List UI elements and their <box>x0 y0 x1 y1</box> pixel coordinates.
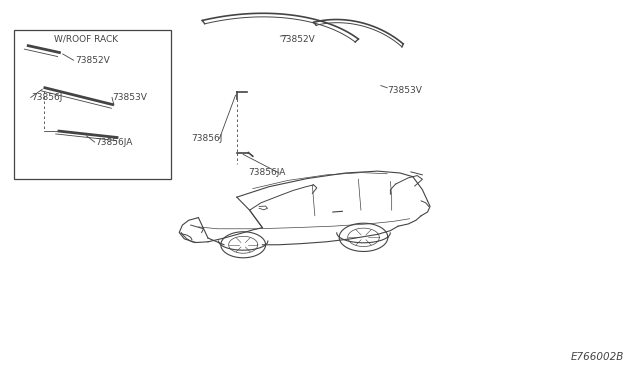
Text: 73856J: 73856J <box>191 134 222 143</box>
Text: 73856JA: 73856JA <box>248 169 285 177</box>
Text: 73856J: 73856J <box>31 93 62 102</box>
Text: 73852V: 73852V <box>76 56 110 65</box>
Bar <box>14 30 171 179</box>
Text: E766002B: E766002B <box>571 352 624 362</box>
Text: 73852V: 73852V <box>280 35 315 44</box>
Text: W/ROOF RACK: W/ROOF RACK <box>54 35 118 44</box>
Text: 73856JA: 73856JA <box>95 138 132 147</box>
Text: 73853V: 73853V <box>112 93 147 102</box>
Text: 73853V: 73853V <box>387 86 422 94</box>
